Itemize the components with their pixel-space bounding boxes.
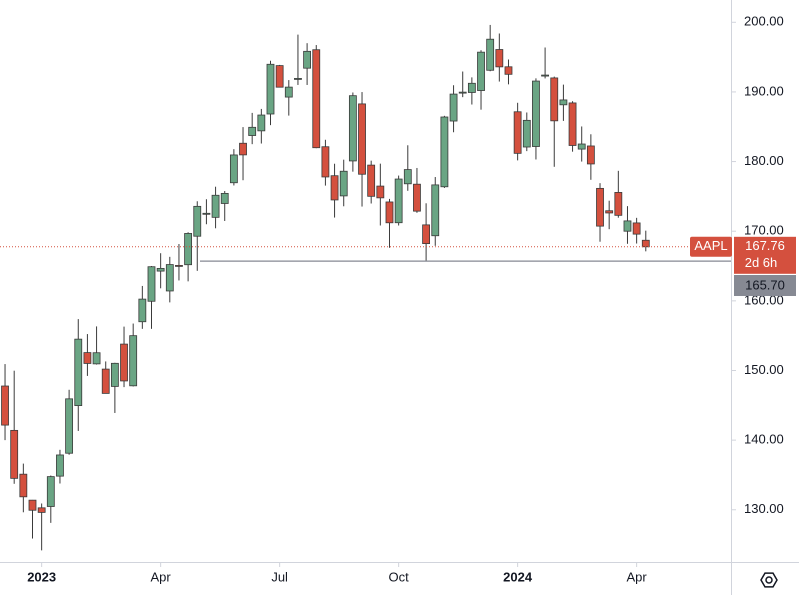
candle-body <box>110 362 119 387</box>
candle-body <box>376 185 385 199</box>
gear-outline[interactable] <box>760 572 778 588</box>
countdown-label: 2d 6h <box>745 255 778 270</box>
candle-body <box>312 49 321 149</box>
candle-body <box>248 126 257 136</box>
candle-body <box>586 145 595 165</box>
price-label-box <box>734 236 796 274</box>
gear-center[interactable] <box>765 576 773 584</box>
candle-body <box>74 338 83 406</box>
candle-body <box>129 335 138 387</box>
candle-body <box>614 192 623 216</box>
candle-body <box>92 352 101 365</box>
candle-body <box>275 65 284 88</box>
settings-icon[interactable] <box>760 572 778 588</box>
symbol-tag-box <box>690 236 732 257</box>
x-tick-label: Apr <box>627 569 648 584</box>
y-tick-label: 150.00 <box>744 362 784 377</box>
candle-body <box>65 398 74 454</box>
candle-body <box>559 99 568 106</box>
x-tick-label: 2024 <box>503 569 533 584</box>
candle-body <box>46 476 55 507</box>
candle-body <box>495 49 504 68</box>
x-tick-label: Jul <box>271 569 288 584</box>
candle-body <box>577 143 586 150</box>
candle-body <box>568 102 577 146</box>
candle-body <box>367 164 376 197</box>
price-label: 167.76 <box>745 238 785 253</box>
candle-body <box>229 154 238 184</box>
candle-body <box>28 499 37 511</box>
candle-body <box>513 111 522 154</box>
candle-body <box>10 429 19 479</box>
y-tick-label: 190.00 <box>744 83 784 98</box>
candle-body <box>348 95 357 162</box>
candle-body <box>303 50 312 69</box>
candle-body <box>532 80 540 147</box>
candle-body <box>257 114 266 132</box>
candle-body <box>449 93 458 122</box>
x-tick-label: Oct <box>389 569 410 584</box>
hline-label-box <box>734 275 796 296</box>
candle-body <box>623 220 632 232</box>
candle-body <box>193 205 202 237</box>
candle-body <box>19 473 28 498</box>
candle-body <box>211 194 220 218</box>
candle-body <box>403 169 412 185</box>
candle-body <box>467 82 476 93</box>
candle-body <box>120 343 128 382</box>
candle-body <box>37 507 46 513</box>
candle-body <box>504 66 513 75</box>
candle-body <box>477 51 485 91</box>
y-tick-label: 160.00 <box>744 292 784 307</box>
candle-body <box>83 352 92 364</box>
symbol-tag: AAPL <box>694 238 727 253</box>
candle-body <box>321 146 330 178</box>
candle-body <box>605 210 614 214</box>
y-tick-label: 200.00 <box>744 14 784 29</box>
hline-label: 165.70 <box>745 277 785 292</box>
candle-body <box>413 183 421 212</box>
candle-body <box>101 368 110 394</box>
y-tick-label: 140.00 <box>744 432 784 447</box>
candle-body <box>458 91 467 94</box>
y-tick-label: 130.00 <box>744 501 784 516</box>
candle-body <box>385 201 394 224</box>
candle-body <box>486 38 495 71</box>
candle-body <box>422 224 431 245</box>
candle-body <box>550 77 559 122</box>
candle-body <box>294 78 302 80</box>
candle-body <box>56 454 64 477</box>
candle-body <box>266 63 275 115</box>
y-tick-label: 180.00 <box>744 153 784 168</box>
candle-body <box>156 267 165 272</box>
candle-body <box>1 385 9 426</box>
candle-body <box>165 264 174 292</box>
candle-body <box>175 265 183 267</box>
candle-body <box>394 178 403 224</box>
candle-body <box>522 119 531 148</box>
x-tick-label: Apr <box>151 569 172 584</box>
candle-body <box>147 266 156 302</box>
candle-body <box>138 298 147 323</box>
candle-body <box>440 116 449 188</box>
candle-body <box>358 103 366 175</box>
candle-body <box>641 239 650 248</box>
candle-body <box>184 233 193 266</box>
y-tick-label: 170.00 <box>744 223 784 238</box>
candle-body <box>596 187 604 227</box>
candle-body <box>220 192 229 204</box>
candle-body <box>431 184 440 237</box>
candle-body <box>339 170 348 197</box>
candle-body <box>202 212 211 215</box>
x-tick-label: 2023 <box>27 569 56 584</box>
candle-body <box>541 74 549 77</box>
candle-body <box>632 222 641 235</box>
candle-body <box>239 142 247 156</box>
candle-body <box>284 86 293 98</box>
candle-body <box>330 175 339 201</box>
